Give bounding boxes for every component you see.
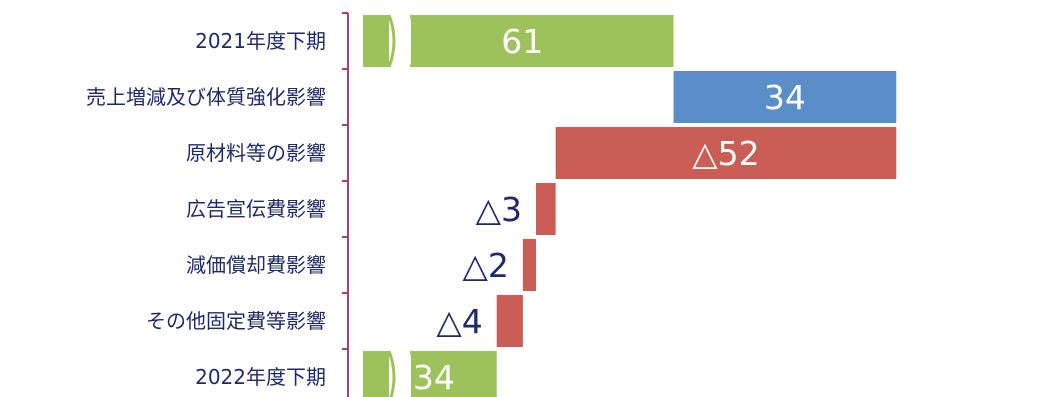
data-label: 34 <box>764 78 806 117</box>
bar <box>411 15 674 67</box>
bar-segment-stub <box>363 15 389 67</box>
data-label: △52 <box>692 134 759 173</box>
axis-break-mark <box>387 350 396 397</box>
category-label: 2021年度下期 <box>195 29 326 53</box>
category-label: 広告宣伝費影響 <box>186 197 326 221</box>
bar <box>522 239 536 291</box>
data-label: △4 <box>436 302 482 341</box>
bar-segment-stub <box>363 351 389 397</box>
bar <box>673 71 897 123</box>
category-label: その他固定費等影響 <box>146 309 326 333</box>
axis-break-mark <box>387 14 396 68</box>
data-label: △3 <box>476 190 522 229</box>
data-label: 61 <box>501 22 543 61</box>
bar <box>536 183 556 235</box>
data-label: △2 <box>463 246 509 285</box>
axis-break-mark <box>409 14 418 68</box>
category-label: 2022年度下期 <box>195 365 326 389</box>
bar <box>496 295 523 347</box>
axis-break-mark <box>409 350 418 397</box>
bar <box>411 351 497 397</box>
bar <box>555 127 897 179</box>
category-label: 減価償却費影響 <box>186 253 326 277</box>
category-label: 原材料等の影響 <box>186 141 326 165</box>
category-label: 売上増減及び体質強化影響 <box>86 85 326 109</box>
data-label: 34 <box>413 358 455 397</box>
